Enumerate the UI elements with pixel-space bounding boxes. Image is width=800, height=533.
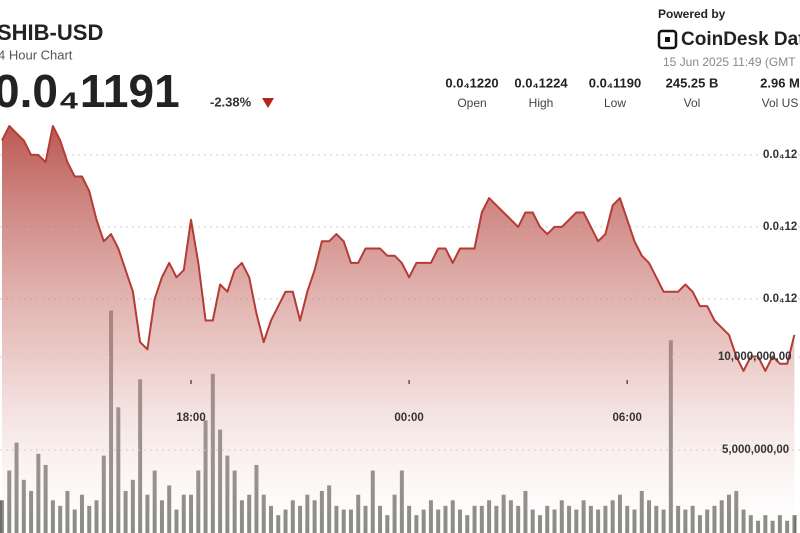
plot-area: 10,000,000,00 5,000,000,00 0.0₄12 0.0₄12 0.0… <box>0 125 800 533</box>
stat-label: High <box>529 96 554 110</box>
price: 0.0₄1191 <box>0 65 180 117</box>
x-tick-label: 06:00 <box>613 412 642 424</box>
stat-label: Open <box>457 96 486 110</box>
logo-icon <box>657 29 678 50</box>
stat-label: Vol US <box>762 96 799 110</box>
brand-name: CoinDesk Dat <box>681 29 800 50</box>
stat-value: 245.25 B <box>666 75 719 90</box>
price-area <box>2 126 795 533</box>
down-arrow <box>262 98 274 108</box>
y2-tick-label: 5,000,000,00 <box>722 444 789 456</box>
stat-value: 0.0₄1224 <box>514 75 568 90</box>
price-line <box>1 125 796 372</box>
stat-value: 2.96 M <box>760 75 800 90</box>
price-change: -2.38% <box>210 94 252 109</box>
branding: Powered by CoinDesk Dat 15 Jun 2025 11:4… <box>657 7 800 69</box>
timestamp: 15 Jun 2025 11:49 (GMT <box>663 55 796 69</box>
x-tick-label: 18:00 <box>176 412 205 424</box>
y-tick-label: 0.0₄12 <box>763 149 797 161</box>
volume-bar <box>792 515 797 533</box>
x-tick-label: 00:00 <box>394 412 423 424</box>
y2-tick-label: 10,000,000,00 <box>718 351 792 363</box>
y-tick-label: 0.0₄12 <box>763 293 797 305</box>
powered-by: Powered by <box>658 7 726 21</box>
stat-label: Vol <box>684 96 701 110</box>
title: SHIB-USD <box>0 20 103 45</box>
stat-value: 0.0₄1190 <box>589 75 641 90</box>
y-tick-label: 0.0₄12 <box>763 221 797 233</box>
logo-icon-dot <box>665 37 670 42</box>
stat-value: 0.0₄1220 <box>445 75 498 90</box>
subtitle: 4 Hour Chart <box>0 47 73 62</box>
stats: 0.0₄1220 Open 0.0₄1224 High 0.0₄1190 Low 245.2… <box>445 75 799 110</box>
header: SHIB-USD 4 Hour Chart 0.0₄1191 -2.38% <box>0 20 274 117</box>
stat-label: Low <box>604 96 626 110</box>
